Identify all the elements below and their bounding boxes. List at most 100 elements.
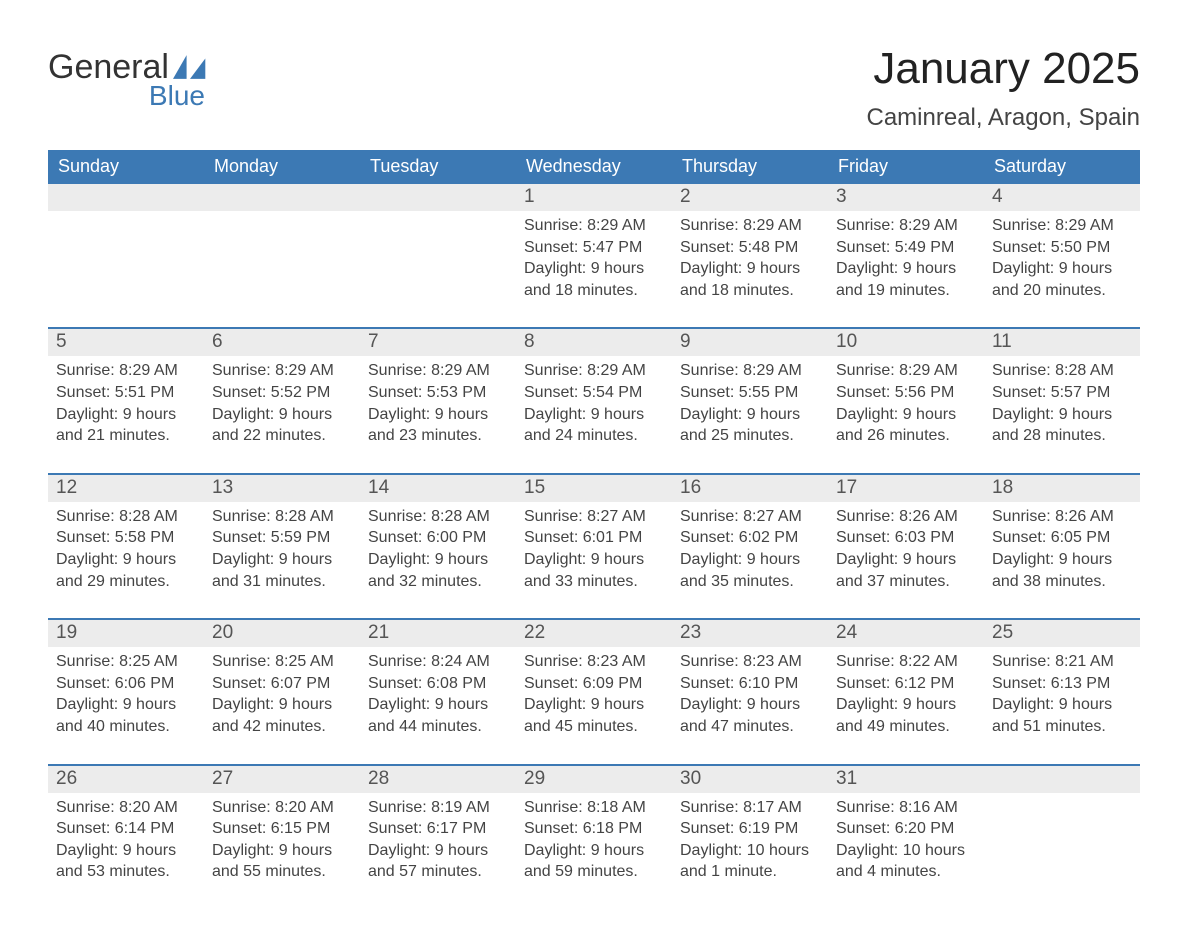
day-sunrise: Sunrise: 8:29 AM [56,360,196,382]
day-sunset: Sunset: 6:14 PM [56,818,196,840]
dow-wednesday: Wednesday [516,150,672,184]
day-cell: Sunrise: 8:29 AMSunset: 5:54 PMDaylight:… [516,356,672,450]
day-cell: Sunrise: 8:22 AMSunset: 6:12 PMDaylight:… [828,647,984,741]
date-number: 17 [828,475,984,502]
day-cell: Sunrise: 8:23 AMSunset: 6:09 PMDaylight:… [516,647,672,741]
day-sunrise: Sunrise: 8:16 AM [836,797,976,819]
day-daylight2: and 53 minutes. [56,861,196,883]
day-daylight1: Daylight: 9 hours [680,258,820,280]
day-sunset: Sunset: 5:52 PM [212,382,352,404]
day-daylight2: and 18 minutes. [680,280,820,302]
day-cell: Sunrise: 8:27 AMSunset: 6:01 PMDaylight:… [516,502,672,596]
day-cell: Sunrise: 8:19 AMSunset: 6:17 PMDaylight:… [360,793,516,887]
date-number: 23 [672,620,828,647]
day-daylight1: Daylight: 9 hours [524,404,664,426]
date-number: 16 [672,475,828,502]
day-sunrise: Sunrise: 8:21 AM [992,651,1132,673]
day-daylight1: Daylight: 9 hours [992,404,1132,426]
day-daylight1: Daylight: 9 hours [992,549,1132,571]
day-cell: Sunrise: 8:21 AMSunset: 6:13 PMDaylight:… [984,647,1140,741]
day-cell: Sunrise: 8:29 AMSunset: 5:55 PMDaylight:… [672,356,828,450]
day-sunrise: Sunrise: 8:29 AM [524,215,664,237]
day-sunset: Sunset: 6:10 PM [680,673,820,695]
day-daylight2: and 47 minutes. [680,716,820,738]
day-sunset: Sunset: 5:53 PM [368,382,508,404]
day-sunset: Sunset: 6:05 PM [992,527,1132,549]
date-number: 25 [984,620,1140,647]
day-daylight2: and 31 minutes. [212,571,352,593]
day-daylight1: Daylight: 9 hours [524,549,664,571]
day-sunrise: Sunrise: 8:28 AM [212,506,352,528]
day-cell: Sunrise: 8:28 AMSunset: 5:59 PMDaylight:… [204,502,360,596]
calendar-page: General Blue January 2025 Caminreal, Ara… [0,0,1188,949]
day-daylight1: Daylight: 9 hours [524,840,664,862]
day-sunset: Sunset: 5:48 PM [680,237,820,259]
day-sunrise: Sunrise: 8:18 AM [524,797,664,819]
day-cell: Sunrise: 8:28 AMSunset: 5:57 PMDaylight:… [984,356,1140,450]
day-daylight1: Daylight: 9 hours [56,840,196,862]
day-daylight1: Daylight: 9 hours [836,404,976,426]
day-cell: Sunrise: 8:29 AMSunset: 5:51 PMDaylight:… [48,356,204,450]
day-daylight2: and 21 minutes. [56,425,196,447]
day-daylight1: Daylight: 9 hours [56,694,196,716]
day-cell: Sunrise: 8:29 AMSunset: 5:52 PMDaylight:… [204,356,360,450]
day-sunrise: Sunrise: 8:24 AM [368,651,508,673]
date-number: 5 [48,329,204,356]
day-daylight1: Daylight: 9 hours [992,258,1132,280]
day-cell: Sunrise: 8:29 AMSunset: 5:47 PMDaylight:… [516,211,672,305]
day-sunset: Sunset: 6:15 PM [212,818,352,840]
day-cell [360,211,516,305]
date-number: 9 [672,329,828,356]
day-daylight1: Daylight: 9 hours [56,404,196,426]
day-daylight2: and 57 minutes. [368,861,508,883]
day-cell: Sunrise: 8:20 AMSunset: 6:15 PMDaylight:… [204,793,360,887]
day-sunset: Sunset: 5:56 PM [836,382,976,404]
date-number: 10 [828,329,984,356]
day-sunset: Sunset: 5:57 PM [992,382,1132,404]
week-body: Sunrise: 8:29 AMSunset: 5:51 PMDaylight:… [48,356,1140,450]
day-daylight1: Daylight: 9 hours [836,694,976,716]
day-sunset: Sunset: 6:12 PM [836,673,976,695]
date-number: 11 [984,329,1140,356]
day-daylight2: and 22 minutes. [212,425,352,447]
day-cell: Sunrise: 8:28 AMSunset: 5:58 PMDaylight:… [48,502,204,596]
day-sunrise: Sunrise: 8:29 AM [992,215,1132,237]
day-sunset: Sunset: 6:19 PM [680,818,820,840]
day-sunrise: Sunrise: 8:19 AM [368,797,508,819]
day-daylight1: Daylight: 9 hours [992,694,1132,716]
week-datebar: 1234 [48,184,1140,211]
day-sunrise: Sunrise: 8:29 AM [680,360,820,382]
week-datebar: 262728293031 [48,764,1140,793]
day-sunrise: Sunrise: 8:28 AM [56,506,196,528]
day-sunrise: Sunrise: 8:27 AM [680,506,820,528]
dow-tuesday: Tuesday [360,150,516,184]
day-cell: Sunrise: 8:29 AMSunset: 5:53 PMDaylight:… [360,356,516,450]
date-number: 7 [360,329,516,356]
dow-sunday: Sunday [48,150,204,184]
day-sunset: Sunset: 6:13 PM [992,673,1132,695]
date-number: 19 [48,620,204,647]
title-location: Caminreal, Aragon, Spain [867,104,1141,132]
day-daylight2: and 24 minutes. [524,425,664,447]
day-sunset: Sunset: 6:01 PM [524,527,664,549]
day-daylight1: Daylight: 9 hours [212,404,352,426]
week-datebar: 12131415161718 [48,473,1140,502]
date-number: 18 [984,475,1140,502]
day-daylight1: Daylight: 9 hours [524,694,664,716]
day-sunset: Sunset: 6:09 PM [524,673,664,695]
day-daylight1: Daylight: 9 hours [368,694,508,716]
week-body: Sunrise: 8:28 AMSunset: 5:58 PMDaylight:… [48,502,1140,596]
day-cell: Sunrise: 8:29 AMSunset: 5:56 PMDaylight:… [828,356,984,450]
day-daylight2: and 20 minutes. [992,280,1132,302]
date-number: 2 [672,184,828,211]
day-daylight2: and 1 minute. [680,861,820,883]
day-cell: Sunrise: 8:17 AMSunset: 6:19 PMDaylight:… [672,793,828,887]
date-number: 20 [204,620,360,647]
day-sunrise: Sunrise: 8:29 AM [212,360,352,382]
weeks-container: 1234Sunrise: 8:29 AMSunset: 5:47 PMDayli… [48,184,1140,887]
day-daylight1: Daylight: 9 hours [212,549,352,571]
day-cell: Sunrise: 8:26 AMSunset: 6:05 PMDaylight:… [984,502,1140,596]
brand-logo-top: General [48,50,207,84]
date-number [48,184,204,211]
day-sunrise: Sunrise: 8:27 AM [524,506,664,528]
